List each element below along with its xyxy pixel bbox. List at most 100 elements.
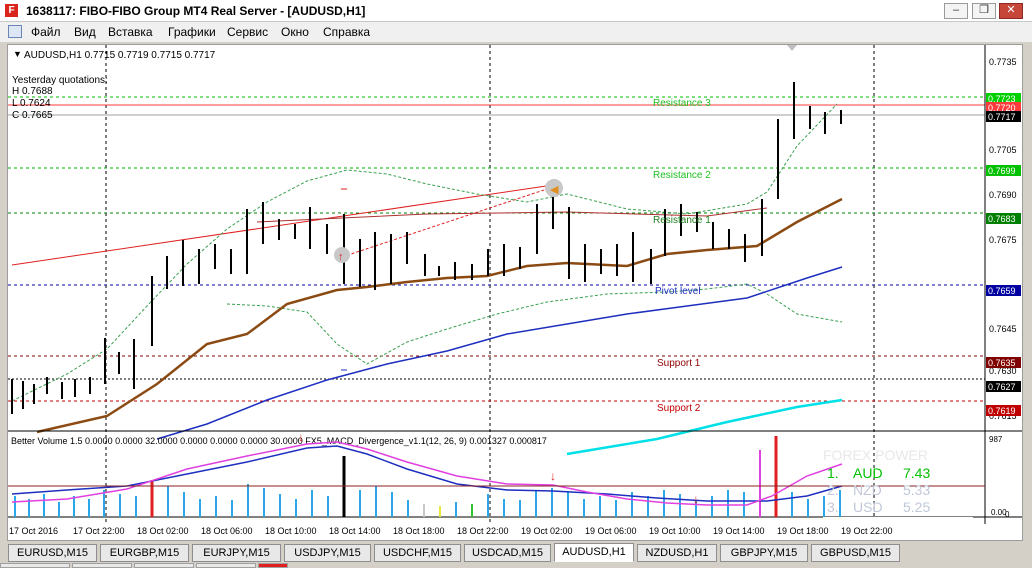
menu-bar: Файл Вид Вставка Графики Сервис Окно Спр… [0,22,1032,59]
time-label: 19 Oct 02:00 [521,526,573,536]
chart-window-icon[interactable] [8,25,22,38]
yesterday-close: C 0.7665 [12,110,53,121]
tab-usdcad-m15[interactable]: USDCAD,M15 [464,544,551,562]
shift-marker-icon[interactable] [787,45,797,51]
time-label: 18 Oct 06:00 [201,526,253,536]
minimize-icon: – [952,4,960,16]
status-segment [0,563,70,568]
time-label: 18 Oct 02:00 [137,526,189,536]
price-tag-box [986,93,1021,104]
price-tick: 0.7690 [989,190,1017,200]
fp-rank: 1. [827,465,839,481]
status-segment [196,563,256,568]
menu-insert[interactable]: Вставка [108,25,153,39]
trend-line-dashed [341,186,554,258]
fp-currency: AUD [853,465,883,481]
time-label: 17 Oct 2016 [9,526,58,536]
close-button[interactable]: ✕ [999,3,1023,19]
price-tag: 0.7723 [988,94,1016,104]
divergence-arrow-icon: ↓ [298,430,304,444]
tab-eurusd-m15[interactable]: EURUSD,M15 [8,544,97,562]
price-chart[interactable]: ↑ ◀ ▼ AUDUSD,H1 0.7715 0.7719 0.7715 0.7… [7,44,1023,541]
price-tag: 0.7627 [988,382,1016,392]
time-label: 19 Oct 22:00 [841,526,893,536]
symbol-info: AUDUSD,H1 0.7715 0.7719 0.7715 0.7717 [24,50,216,61]
time-label: 19 Oct 10:00 [649,526,701,536]
status-segment [134,563,194,568]
menu-file[interactable]: Файл [31,25,61,39]
sub-tick: 0.00 [991,508,1007,517]
divergence-arrow-icon: ↓ [550,469,556,483]
tab-usdchf-m15[interactable]: USDCHF,M15 [374,544,461,562]
collapse-arrow-icon[interactable]: ▼ [13,49,22,59]
price-tag-box [986,165,1021,176]
tab-audusd-h1[interactable]: AUDUSD,H1 [554,543,634,562]
r3-label: Resistance 3 [653,98,711,109]
fp-currency: NZD [853,482,882,498]
sub-tick: 987 [989,435,1003,444]
tab-gbpusd-m15[interactable]: GBPUSD,M15 [811,544,900,562]
price-tag-box [986,102,1021,113]
time-label: 19 Oct 18:00 [777,526,829,536]
fp-value: 5.25 [903,499,930,515]
price-tick: 0.7630 [989,366,1017,376]
macd-signal-line [11,441,843,506]
sub-tick: 0 [1005,510,1010,519]
tab-eurgbp-m15[interactable]: EURGBP,M15 [100,544,189,562]
yesterday-label: Yesterday quotations: [12,75,108,86]
trend-line-flat [256,207,768,223]
price-tag-box [986,213,1021,224]
indicator-label: Better Volume 1.5 0.0000 0.0000 32.0000 … [11,436,547,446]
menu-help[interactable]: Справка [323,25,371,39]
app-icon[interactable]: F [5,4,18,17]
fp-rank: 2. [827,482,839,498]
fp-currency: USD [853,499,883,515]
divergence-arrow-icon: ↓ [693,492,699,506]
up-arrow-icon: ◀ [550,184,559,196]
tab-gbpjpy-m15[interactable]: GBPJPY,M15 [720,544,808,562]
macd-line [11,445,843,502]
price-tag: 0.7720 [988,103,1016,113]
price-tag-box [986,357,1021,368]
status-segment [72,563,132,568]
price-tag: 0.7699 [988,166,1016,176]
ohlc-bars [11,82,842,414]
time-label: 17 Oct 22:00 [73,526,125,536]
r2-label: Resistance 2 [653,170,711,181]
price-tag: 0.7683 [988,214,1016,224]
fractal-marker [545,179,563,197]
tab-nzdusd-h1[interactable]: NZDUSD,H1 [637,544,717,562]
status-segment [258,563,288,568]
price-tag: 0.7717 [988,112,1016,122]
chart-window[interactable] [7,44,1023,541]
price-tag-box [986,381,1021,392]
fp-value: 5.33 [903,482,930,498]
price-tag-box [986,111,1021,122]
restore-button[interactable]: ❐ [972,3,996,19]
ma-blue [156,266,843,440]
price-tag-box [986,285,1021,296]
time-label: 18 Oct 22:00 [457,526,509,536]
menu-charts[interactable]: Графики [168,25,216,39]
restore-icon: ❐ [979,4,989,16]
menu-window[interactable]: Окно [281,25,309,39]
down-arrow-icon: ↑ [338,251,344,263]
price-tag: 0.7659 [988,286,1016,296]
trend-line-upper [11,184,554,266]
time-axis: 17 Oct 2016 17 Oct 22:00 18 Oct 02:00 18… [9,526,893,536]
window-title: 1638117: FIBO-FIBO Group MT4 Real Server… [26,4,366,18]
s2-label: Support 2 [657,403,701,414]
s1-label: Support 1 [657,358,701,369]
minimize-button[interactable]: – [944,3,968,19]
ma-cyan [566,398,843,456]
tab-usdjpy-m15[interactable]: USDJPY,M15 [284,544,371,562]
fp-value: 7.43 [903,465,930,481]
ma-brown [36,197,843,434]
price-tag-box [986,405,1021,416]
menu-view[interactable]: Вид [74,25,96,39]
price-tick: 0.7735 [989,57,1017,67]
tab-eurjpy-m15[interactable]: EURJPY,M15 [192,544,281,562]
fp-clip [823,517,973,524]
menu-tools[interactable]: Сервис [227,25,269,39]
